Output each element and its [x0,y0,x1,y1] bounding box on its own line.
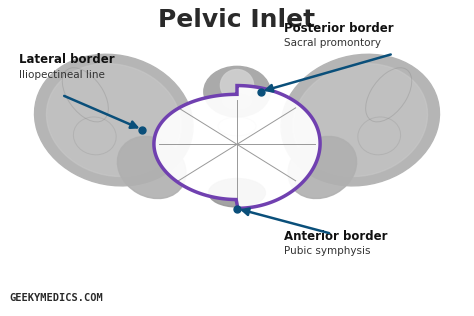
Ellipse shape [293,64,428,176]
Text: Lateral border: Lateral border [19,53,115,66]
Ellipse shape [220,70,254,101]
Ellipse shape [204,66,270,117]
Ellipse shape [288,137,356,198]
Text: Sacral promontory: Sacral promontory [284,38,382,48]
Text: Pelvic Inlet: Pelvic Inlet [158,8,316,32]
Text: GEEKYMEDICS.COM: GEEKYMEDICS.COM [9,293,103,303]
Text: Iliopectineal line: Iliopectineal line [19,70,105,80]
Text: Pubic symphysis: Pubic symphysis [284,246,371,257]
Ellipse shape [223,93,251,109]
PathPatch shape [154,86,320,208]
Ellipse shape [209,179,265,207]
Ellipse shape [118,137,186,198]
Ellipse shape [281,54,439,186]
Text: Anterior border: Anterior border [284,230,388,243]
Ellipse shape [46,64,181,176]
Ellipse shape [35,54,193,186]
Text: Posterior border: Posterior border [284,22,394,35]
